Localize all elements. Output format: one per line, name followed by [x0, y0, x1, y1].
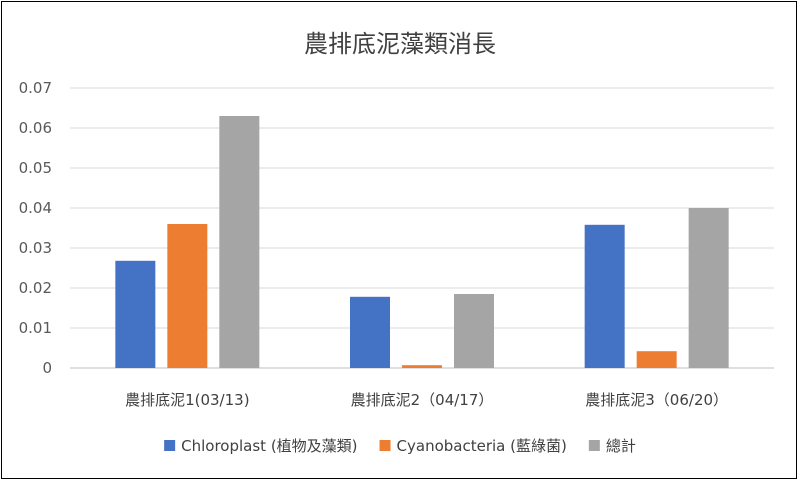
legend-item: Cyanobacteria (藍綠菌) [379, 437, 567, 455]
bar [350, 296, 390, 368]
legend-item: Chloroplast (植物及藻類) [164, 437, 358, 455]
y-tick-label: 0.02 [19, 279, 52, 297]
legend-swatch [379, 440, 391, 451]
bar [402, 365, 442, 368]
y-tick-label: 0 [42, 359, 52, 377]
bar [219, 116, 260, 368]
x-category-label: 農排底泥2（04/17） [351, 391, 494, 409]
bar [115, 260, 156, 368]
legend-item: 總計 [588, 437, 636, 455]
bar [636, 351, 677, 368]
bar [584, 224, 625, 368]
legend: Chloroplast (植物及藻類) Cyanobacteria (藍綠菌) 總計 [164, 437, 636, 455]
chart-title: 農排底泥藻類消長 [304, 30, 496, 58]
x-category-label: 農排底泥3（06/20） [585, 391, 728, 409]
y-tick-label: 0.05 [19, 159, 52, 177]
x-category-label: 農排底泥1(03/13) [125, 391, 249, 409]
legend-label: Chloroplast (植物及藻類) [181, 437, 357, 455]
bar [167, 224, 208, 368]
legend-swatch [588, 440, 600, 451]
y-tick-label: 0.01 [19, 319, 52, 337]
bar [454, 294, 494, 368]
legend-label: 總計 [606, 437, 636, 455]
y-axis-ticks: 0 0.01 0.02 0.03 0.04 0.05 0.06 0.07 [19, 79, 52, 377]
legend-label: Cyanobacteria (藍綠菌) [397, 437, 567, 455]
y-tick-label: 0.03 [19, 239, 52, 257]
y-tick-label: 0.07 [19, 79, 52, 97]
y-tick-label: 0.06 [19, 119, 52, 137]
x-axis-categories: 農排底泥1(03/13) 農排底泥2（04/17） 農排底泥3（06/20） [125, 391, 728, 409]
y-tick-label: 0.04 [19, 199, 52, 217]
bar [688, 208, 729, 368]
legend-swatch [164, 440, 176, 451]
bars [115, 116, 729, 368]
